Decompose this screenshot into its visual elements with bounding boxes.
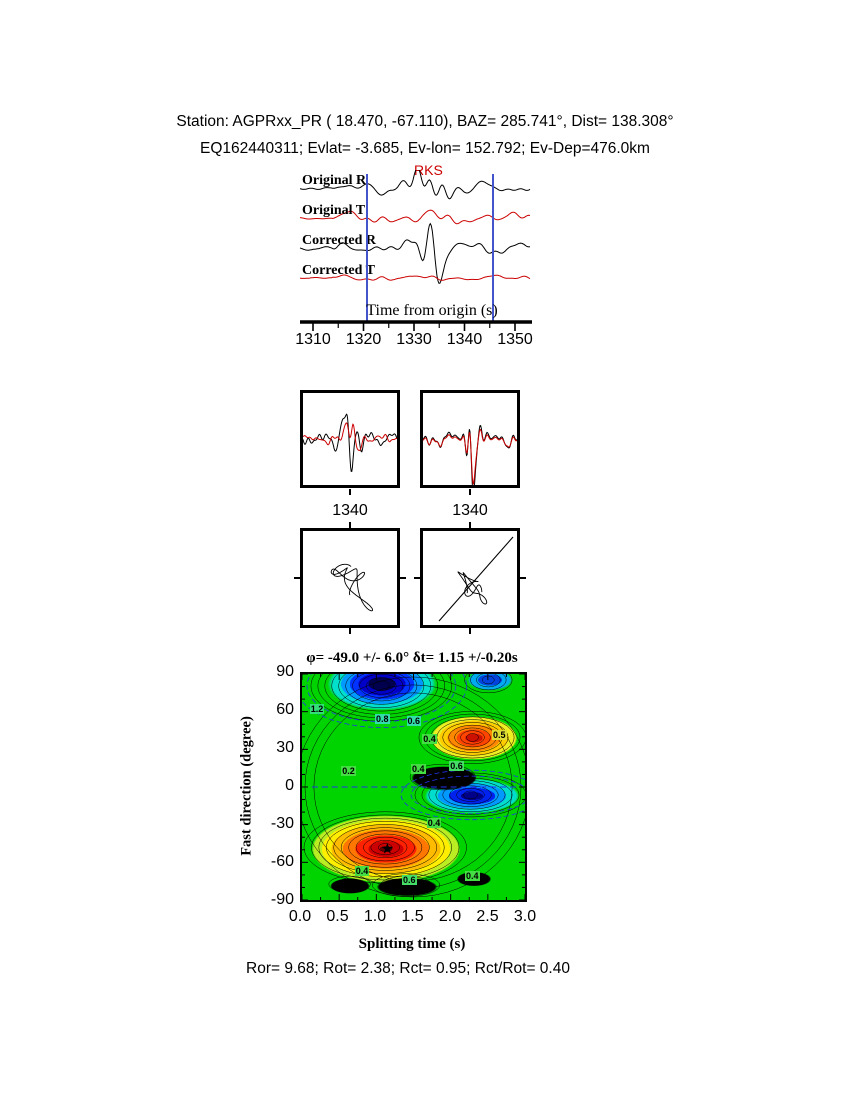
contour-level-label: 0.4 [411,763,426,774]
particle-motion-box-left [300,528,400,628]
contour-y-tick-label: -60 [270,853,294,870]
time-tick-label: 1330 [396,331,432,348]
contour-level-label: 0.4 [354,866,370,877]
contour-level-label: 0.2 [341,766,356,777]
particle-motion-box-right [420,528,520,628]
time-tick-label: 1310 [295,331,331,348]
time-tick-label: 1320 [345,331,382,348]
contour-level-label: 1.2 [309,704,325,715]
pm-left-tick-n [349,522,351,528]
window-waveform-left-plot [303,413,397,472]
contour-x-tick-label: 0.0 [288,908,312,925]
window-start-line [366,174,368,322]
contour-level-label: 0.4 [422,734,437,745]
time-tick-label: 1350 [497,331,533,348]
window-waveform-box-left [300,390,400,488]
particle-motion-left-plot [330,563,374,612]
pm-right-tick-w [414,577,420,579]
window-waveform-box-right [420,390,520,488]
pm-right-tick-s [469,628,471,634]
box-right-time-label: 1340 [452,502,488,519]
trace-label: Corrected T [302,263,375,278]
contour-y-tick-label: -30 [270,815,294,832]
phase-marker-label: RKS [414,162,443,178]
contour-level-label: 0.4 [426,818,442,829]
contour-level-label: 0.6 [406,715,422,726]
contour-level-label: 0.4 [465,870,480,881]
quality-stats: Ror= 9.68; Rot= 2.38; Rct= 0.95; Rct/Rot… [246,960,570,977]
contour-x-tick-label: 3.0 [513,908,537,925]
contour-x-tick-label: 1.0 [363,908,387,925]
contour-x-tick-label: 2.0 [438,908,462,925]
waveform-traces-plot [299,170,531,284]
splitting-result-title: φ= -49.0 +/- 6.0° δt= 1.15 +/-0.20s [306,650,518,666]
contour-x-tick-label: 1.5 [401,908,424,925]
box-right-tick [469,489,471,495]
contour-y-tick-label: 90 [276,663,294,680]
contour-x-axis-label: Splitting time (s) [358,936,466,952]
time-axis-label: Time from origin (s) [366,302,498,319]
contour-y-tick-label: -90 [270,891,294,908]
box-left-time-label: 1340 [332,502,368,519]
contour-x-tick-label: 2.5 [476,908,499,925]
particle-motion-right-plot [438,536,514,622]
window-end-line [492,174,494,322]
pm-right-tick-e [520,577,526,579]
time-axis [300,320,532,331]
pm-left-tick-s [349,628,351,634]
contour-level-label: 0.6 [402,875,417,886]
svg-text:★: ★ [381,841,394,857]
station-header: Station: AGPRxx_PR ( 18.470, -67.110), B… [176,113,674,130]
pm-right-tick-n [469,522,471,528]
pm-left-tick-e [400,577,406,579]
contour-x-tick-label: 0.5 [326,908,349,925]
contour-level-label: 0.6 [449,761,464,772]
contour-overlay: ★ [302,674,525,900]
contour-y-tick-label: 0 [285,777,294,794]
error-surface-plot: ★ 1.2 0.8 0.6 0.4 0.5 0.2 0.4 0.6 0.4 0.4 0.6 0.4 [300,672,527,902]
event-header: EQ162440311; Evlat= -3.685, Ev-lon= 152.… [200,140,650,157]
contour-level-label: 0.5 [492,729,507,740]
trace-label: Original R [302,173,367,188]
contour-y-tick-label: 60 [276,701,294,718]
box-left-tick [349,489,351,495]
trace-label: Original T [302,203,366,218]
contour-level-label: 0.8 [375,713,390,724]
trace-label: Corrected R [302,233,376,248]
time-tick-label: 1340 [446,331,483,348]
contour-y-tick-label: 30 [276,739,294,756]
window-waveform-right-plot [423,425,517,485]
pm-left-tick-w [294,577,300,579]
